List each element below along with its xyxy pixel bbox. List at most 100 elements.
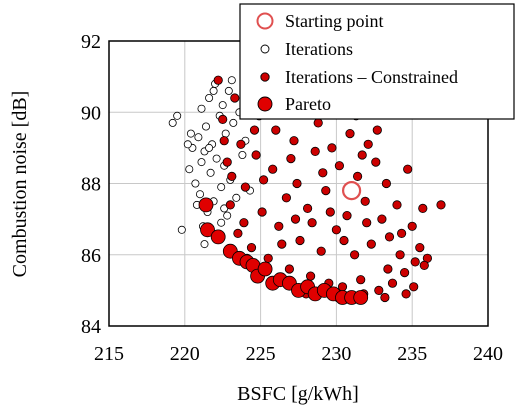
constrained-point — [327, 143, 337, 153]
y-tick-label: 88 — [81, 174, 101, 196]
legend-marker-constrained — [260, 72, 270, 82]
constrained-point — [407, 221, 417, 231]
constrained-point — [363, 139, 373, 149]
constrained-point — [419, 260, 429, 270]
constrained-point — [380, 292, 390, 303]
constrained-point — [381, 178, 391, 189]
constrained-point — [403, 164, 413, 174]
iteration-point — [195, 190, 204, 199]
legend-label-pareto: Pareto — [285, 94, 331, 114]
constrained-point — [289, 136, 299, 146]
starting-point-marker — [342, 181, 362, 201]
constrained-point — [307, 218, 317, 228]
constrained-point — [290, 214, 301, 224]
pareto-point — [257, 261, 273, 277]
constrained-point — [409, 282, 419, 292]
x-axis-label: BSFC [g/kWh] — [237, 383, 359, 405]
iteration-point — [200, 240, 209, 249]
constrained-point — [239, 218, 249, 228]
pareto-point — [200, 222, 215, 238]
legend-label-iterations: Iterations — [285, 39, 353, 59]
axis-ticks: 215 220 225 230 235 240 84 86 88 90 92 — [81, 31, 503, 365]
pareto-point — [353, 290, 369, 305]
x-tick-label: 240 — [473, 343, 503, 365]
constrained-point — [331, 225, 341, 235]
constrained-point — [258, 175, 269, 185]
constrained-point — [316, 246, 326, 256]
constrained-point — [230, 93, 240, 103]
constrained-point — [240, 182, 250, 192]
iteration-point — [197, 158, 206, 167]
iteration-point — [217, 218, 226, 227]
constrained-point — [372, 125, 382, 135]
y-tick-label: 84 — [81, 316, 101, 338]
constrained-point — [377, 214, 387, 224]
legend-marker-pareto — [257, 96, 273, 112]
iteration-point — [217, 183, 226, 192]
constrained-point — [286, 154, 296, 164]
constrained-point — [387, 278, 398, 288]
constrained-point — [219, 136, 229, 146]
constrained-point — [415, 243, 425, 253]
legend-label-starting-point: Starting point — [285, 11, 384, 31]
constrained-point — [345, 129, 355, 139]
constrained-point — [360, 196, 370, 206]
x-tick-label: 230 — [321, 343, 351, 365]
x-tick-label: 235 — [397, 343, 427, 365]
constrained-point — [401, 289, 411, 299]
iteration-point — [238, 150, 247, 159]
iteration-point — [229, 118, 238, 127]
iteration-point — [232, 193, 241, 202]
constrained-point — [352, 171, 363, 181]
constrained-point — [251, 150, 261, 160]
iteration-point — [224, 86, 233, 95]
legend: Starting point Iterations Iterations – C… — [239, 3, 515, 120]
constrained-point — [325, 207, 335, 217]
iteration-point — [197, 104, 206, 113]
iteration-point — [185, 165, 194, 174]
iteration-point — [227, 76, 236, 85]
iteration-point — [168, 118, 177, 127]
constrained-point — [257, 207, 267, 217]
iteration-point — [221, 129, 230, 138]
constrained-point — [349, 250, 360, 260]
x-tick-label: 215 — [94, 343, 124, 365]
constrained-point — [410, 257, 420, 267]
pareto-point — [210, 229, 226, 245]
iteration-point — [173, 111, 182, 120]
constrained-point — [295, 235, 305, 246]
constrained-point — [271, 125, 281, 135]
y-axis-label: Combustion noise [dB] — [9, 91, 31, 278]
iteration-point — [191, 179, 200, 188]
iteration-point — [212, 154, 221, 163]
constrained-point — [392, 200, 402, 210]
iteration-point — [209, 86, 218, 95]
constrained-point — [227, 171, 237, 181]
constrained-point — [281, 193, 291, 203]
iteration-point — [194, 133, 203, 142]
constrained-point — [268, 164, 278, 174]
iteration-point — [186, 129, 195, 138]
constrained-point — [371, 157, 381, 167]
constrained-point — [302, 203, 313, 213]
constrained-point — [222, 157, 232, 167]
constrained-point — [436, 200, 446, 210]
constrained-point — [399, 267, 410, 278]
constrained-point — [395, 250, 405, 260]
constrained-point — [396, 228, 407, 238]
constrained-point — [357, 150, 367, 160]
legend-marker-iterations — [260, 44, 270, 54]
constrained-point — [249, 125, 260, 135]
constrained-point — [218, 114, 228, 125]
constrained-point — [225, 200, 235, 210]
iteration-point — [205, 143, 214, 152]
constrained-point — [362, 218, 372, 228]
y-tick-label: 90 — [81, 102, 101, 124]
x-tick-label: 225 — [246, 343, 276, 365]
constrained-point — [233, 228, 243, 238]
constrained-point — [342, 211, 352, 221]
iteration-point — [183, 140, 192, 149]
legend-marker-starting-point — [256, 12, 274, 30]
constrained-point — [337, 282, 348, 292]
iteration-point — [206, 168, 215, 177]
